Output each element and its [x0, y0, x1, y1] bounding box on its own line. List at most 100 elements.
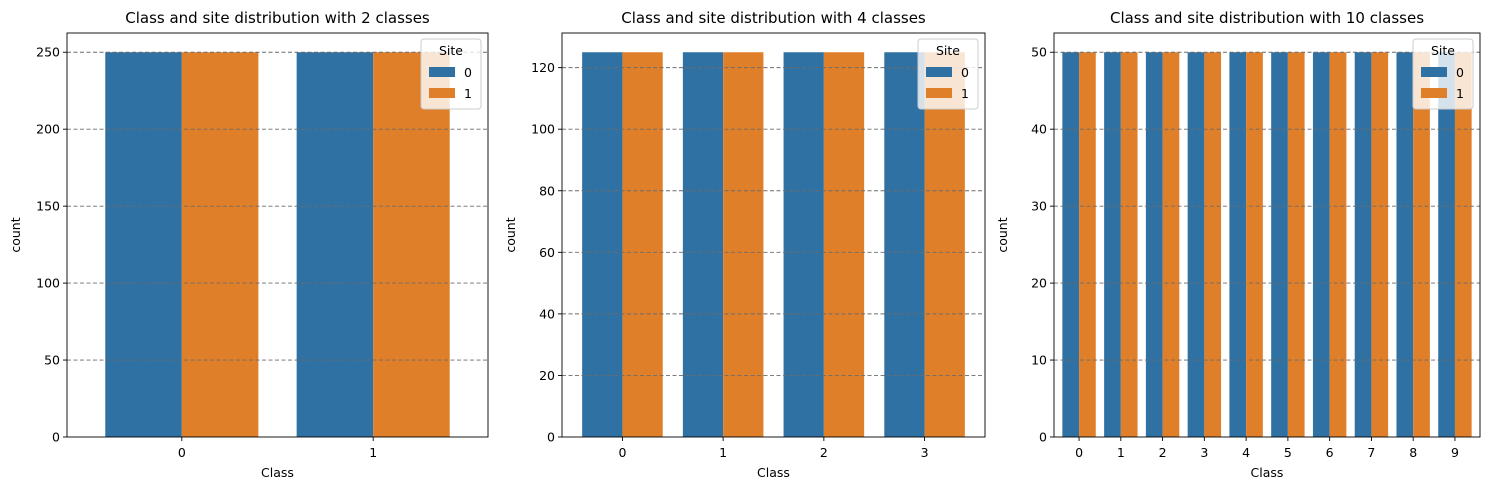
y-tick-label: 150 [36, 199, 60, 214]
bar-class-2-site-0 [783, 52, 824, 438]
bar-class-0-site-1 [622, 52, 663, 438]
bar-class-2-site-0 [1145, 52, 1163, 438]
y-tick-label: 40 [539, 306, 555, 321]
y-tick-label: 100 [531, 122, 555, 137]
bar-class-0-site-0 [105, 52, 182, 438]
legend-label-site-0: 0 [1456, 65, 1464, 80]
legend-swatch-site-1 [926, 88, 952, 98]
x-tick-label: 2 [1159, 445, 1167, 460]
axes-frame [1053, 32, 1481, 438]
bar-class-1-site-1 [723, 52, 764, 438]
y-tick-label: 30 [1031, 199, 1047, 214]
legend-label-site-0: 0 [464, 65, 472, 80]
x-tick-label: 3 [921, 445, 929, 460]
y-tick-label: 20 [539, 368, 555, 383]
legend-title: Site [439, 43, 463, 58]
x-axis-label: Class [261, 465, 294, 480]
legend-title: Site [936, 43, 960, 58]
bar-class-2-site-1 [823, 52, 865, 438]
y-tick-label: 0 [52, 430, 60, 445]
x-tick-label: 1 [1117, 445, 1125, 460]
y-axis-label: count [8, 217, 23, 252]
bar-class-5-site-1 [1287, 52, 1305, 438]
bar-class-1-site-1 [373, 52, 450, 438]
bar-class-3-site-1 [1204, 52, 1222, 438]
bar-class-6-site-0 [1312, 52, 1330, 438]
legend-swatch-site-0 [1421, 67, 1447, 77]
bar-class-9-site-1 [1454, 52, 1472, 438]
y-tick-label: 0 [1039, 430, 1047, 445]
y-tick-label: 10 [1031, 353, 1047, 368]
x-tick-label: 1 [369, 445, 377, 460]
chart-panel-0: Class and site distribution with 2 class… [8, 9, 489, 480]
x-tick-label: 7 [1367, 445, 1375, 460]
x-tick-label: 0 [618, 445, 626, 460]
x-tick-label: 3 [1200, 445, 1208, 460]
bar-class-8-site-0 [1396, 52, 1414, 438]
axes-frame [561, 32, 986, 438]
x-tick-label: 2 [820, 445, 828, 460]
bar-class-0-site-1 [181, 52, 259, 438]
x-axis-label: Class [757, 465, 790, 480]
legend-swatch-site-0 [926, 67, 952, 77]
y-tick-label: 0 [547, 430, 555, 445]
legend-swatch-site-0 [429, 67, 455, 77]
chart-panel-1: Class and site distribution with 4 class… [503, 9, 986, 480]
bar-class-5-site-0 [1271, 52, 1288, 438]
y-tick-label: 120 [531, 60, 555, 75]
bar-class-2-site-1 [1162, 52, 1180, 438]
chart-panel-2: Class and site distribution with 10 clas… [995, 9, 1481, 480]
legend-title: Site [1431, 43, 1455, 58]
bar-class-4-site-0 [1229, 52, 1247, 438]
legend-label-site-1: 1 [1456, 86, 1464, 101]
y-tick-label: 200 [36, 122, 60, 137]
bar-class-3-site-1 [924, 52, 965, 438]
y-axis-label: count [503, 217, 518, 252]
axes-frame [66, 32, 489, 438]
y-axis-label: count [995, 217, 1010, 252]
bar-class-0-site-1 [1079, 52, 1096, 438]
y-tick-label: 50 [44, 353, 60, 368]
x-tick-label: 6 [1326, 445, 1334, 460]
bar-class-0-site-0 [582, 52, 623, 438]
x-axis-label: Class [1251, 465, 1284, 480]
legend-swatch-site-1 [429, 88, 455, 98]
bar-class-8-site-1 [1413, 52, 1430, 438]
x-tick-label: 0 [178, 445, 186, 460]
bar-class-3-site-0 [1187, 52, 1205, 438]
x-tick-label: 4 [1242, 445, 1250, 460]
bar-class-1-site-0 [1104, 52, 1121, 438]
legend-label-site-0: 0 [961, 65, 969, 80]
legend-label-site-1: 1 [464, 86, 472, 101]
y-tick-label: 40 [1031, 122, 1047, 137]
y-tick-label: 250 [36, 45, 60, 60]
legend-swatch-site-1 [1421, 88, 1447, 98]
y-tick-label: 20 [1031, 276, 1047, 291]
bar-class-1-site-1 [1120, 52, 1138, 438]
y-tick-label: 100 [36, 276, 60, 291]
x-tick-label: 9 [1451, 445, 1459, 460]
x-tick-label: 1 [719, 445, 727, 460]
chart-title: Class and site distribution with 2 class… [125, 9, 430, 27]
bar-class-7-site-0 [1354, 52, 1372, 438]
bar-class-4-site-1 [1246, 52, 1263, 438]
bar-class-9-site-0 [1438, 52, 1455, 438]
bar-class-1-site-0 [296, 52, 374, 438]
bar-class-6-site-1 [1329, 52, 1347, 438]
y-tick-label: 80 [539, 183, 555, 198]
chart-title: Class and site distribution with 4 class… [621, 9, 926, 27]
x-tick-label: 5 [1284, 445, 1292, 460]
x-tick-label: 0 [1075, 445, 1083, 460]
bar-class-0-site-0 [1062, 52, 1080, 438]
x-tick-label: 8 [1409, 445, 1417, 460]
y-tick-label: 60 [539, 245, 555, 260]
bar-class-1-site-0 [682, 52, 724, 438]
chart-title: Class and site distribution with 10 clas… [1110, 9, 1424, 27]
y-tick-label: 50 [1031, 45, 1047, 60]
bar-class-3-site-0 [884, 52, 925, 438]
bar-class-7-site-1 [1371, 52, 1389, 438]
